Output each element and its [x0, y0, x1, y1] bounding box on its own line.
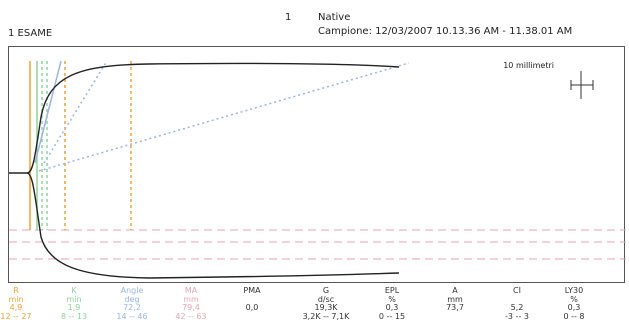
param-value: 72,2: [123, 303, 141, 313]
param-value: 5,2: [510, 303, 524, 313]
param-range: 0 -- 8: [563, 311, 585, 321]
param-range: 8 -- 13: [60, 311, 88, 321]
param-range: 3,2K -- 7,1K: [302, 311, 350, 321]
param-unit: deg: [124, 294, 140, 304]
tracing-upper: [9, 62, 400, 174]
angle-marker-3: [34, 60, 62, 164]
param-ci: CI 5,2 -3 -- 3: [487, 286, 547, 321]
param-pma: PMA 0,0: [222, 286, 282, 322]
param-unit: min: [66, 294, 82, 304]
param-name: LY30: [564, 286, 584, 295]
param-unit: mm: [447, 294, 463, 304]
param-value: 0,3: [567, 303, 581, 313]
param-range: [222, 313, 282, 322]
param-value: 0,0: [245, 303, 259, 313]
scale-label: 10 millimetri: [503, 61, 554, 70]
param-name: K: [71, 286, 77, 295]
scale-crosshair-icon: [570, 71, 594, 99]
param-name: A: [452, 286, 458, 295]
tracing-plot: 10 millimetri: [8, 46, 626, 283]
param-ma: MA mm 79,4 42 -- 63: [161, 286, 221, 321]
param-epl: EPL% 0,3 0 -- 15: [362, 286, 422, 321]
angle-marker-1: [43, 60, 108, 164]
param-name: G: [322, 286, 330, 295]
param-name: MA: [184, 286, 198, 295]
param-unit: d/sc: [317, 294, 335, 304]
param-unit: min: [8, 294, 24, 304]
exam-label: 1 ESAME: [8, 28, 53, 39]
param-range: [425, 313, 485, 322]
param-name: R: [13, 286, 19, 295]
tracing-svg: [9, 60, 626, 279]
tracing-lower: [26, 172, 400, 279]
param-unit: mm: [183, 294, 199, 304]
param-angle: Angle deg 72,2 14 -- 46: [102, 286, 162, 321]
sample-label: Campione: 12/03/2007 10.13.36 AM - 11.38…: [318, 26, 573, 37]
angle-marker-2: [38, 62, 410, 172]
param-range: 14 -- 46: [116, 311, 148, 321]
param-range: 42 -- 63: [175, 311, 207, 321]
param-value: 73,7: [446, 303, 464, 313]
param-value: 1,9: [67, 303, 81, 313]
channel-number: 1: [285, 12, 292, 23]
param-name: CI: [513, 286, 521, 295]
param-unit: %: [570, 294, 578, 304]
param-range: 12 -- 27: [0, 311, 32, 321]
param-value: 19,3K: [314, 303, 338, 313]
param-range: -3 -- 3: [505, 311, 529, 321]
param-name: Angle: [120, 286, 144, 295]
param-value: 4,9: [9, 303, 23, 313]
param-value: 0,3: [385, 303, 399, 313]
mode-label: Native: [318, 12, 351, 23]
param-name: PMA: [243, 286, 261, 295]
param-ly30: LY30% 0,3 0 -- 8: [544, 286, 604, 321]
param-value: 79,4: [182, 303, 200, 313]
param-name: EPL: [384, 286, 400, 295]
param-range: 0 -- 15: [378, 311, 406, 321]
param-unit: %: [388, 294, 396, 304]
